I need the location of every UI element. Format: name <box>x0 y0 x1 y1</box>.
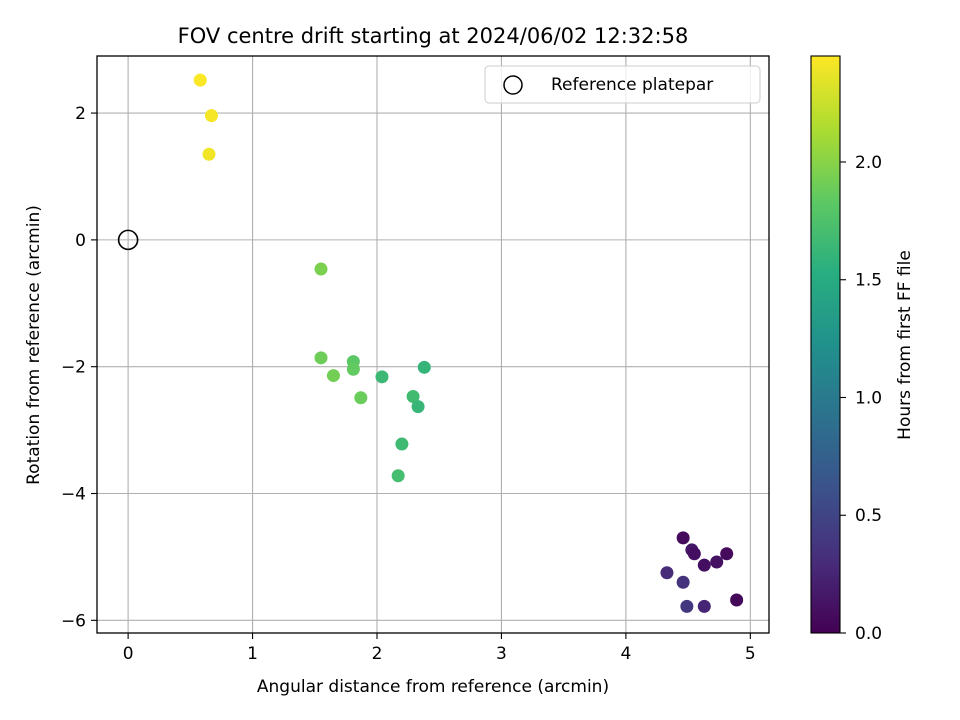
colorbar-ticks: 0.0 0.5 1.0 1.5 2.0 <box>840 153 882 644</box>
legend: Reference platepar <box>484 65 761 104</box>
data-point <box>346 362 360 376</box>
x-tick-label: 2 <box>372 644 383 664</box>
data-point <box>391 469 405 483</box>
data-point <box>406 389 420 403</box>
plot-area-frame <box>96 55 770 634</box>
data-point <box>697 558 711 572</box>
x-tick-label: 4 <box>620 644 631 664</box>
y-tick-label: −4 <box>61 485 86 505</box>
data-point <box>326 369 340 383</box>
grid-lines <box>97 56 769 633</box>
colorbar-tick-label: 1.0 <box>855 388 882 408</box>
data-point <box>395 437 409 451</box>
colorbar: 0.0 0.5 1.0 1.5 2.0 Hours from first FF file <box>810 55 915 644</box>
y-tick-label: 0 <box>75 231 86 251</box>
y-tick-label: −6 <box>61 611 86 631</box>
colorbar-tick-label: 2.0 <box>855 153 882 173</box>
data-point <box>354 391 368 405</box>
data-point <box>202 147 216 161</box>
data-point <box>687 547 701 561</box>
data-point <box>676 531 690 545</box>
data-point <box>710 555 724 569</box>
data-point <box>720 547 734 561</box>
data-point <box>314 262 328 276</box>
data-point <box>417 360 431 374</box>
y-tick-label: 2 <box>75 104 86 124</box>
data-point <box>314 351 328 365</box>
colorbar-tick-label: 1.5 <box>855 271 882 291</box>
x-tick-label: 0 <box>123 644 134 664</box>
data-points <box>193 73 744 613</box>
data-point <box>697 599 711 613</box>
legend-marker <box>503 75 523 95</box>
legend-entry-reference-platepar: Reference platepar <box>551 75 713 95</box>
x-axis-label: Angular distance from reference (arcmin) <box>257 677 609 697</box>
reference-platepar-marker <box>117 229 139 251</box>
colorbar-tick-label: 0.5 <box>855 506 882 526</box>
data-point <box>730 593 744 607</box>
x-axis-ticks: 0 1 2 3 4 5 <box>123 633 756 664</box>
data-point <box>411 400 425 414</box>
legend-box <box>484 65 761 104</box>
y-tick-label: −2 <box>61 358 86 378</box>
data-point <box>676 575 690 589</box>
data-point <box>193 73 207 87</box>
x-tick-label: 5 <box>745 644 756 664</box>
chart-title: FOV centre drift starting at 2024/06/02 … <box>178 24 689 48</box>
data-point <box>660 566 674 580</box>
data-point <box>204 109 218 123</box>
data-point <box>680 599 694 613</box>
colorbar-gradient <box>810 55 841 634</box>
colorbar-tick-label: 0.0 <box>855 624 882 644</box>
y-axis-label: Rotation from reference (arcmin) <box>24 205 44 485</box>
x-tick-label: 3 <box>496 644 507 664</box>
y-axis-ticks: 2 0 −2 −4 −6 <box>61 104 97 631</box>
colorbar-label: Hours from first FF file <box>895 250 915 440</box>
data-point <box>375 370 389 384</box>
x-tick-label: 1 <box>247 644 258 664</box>
